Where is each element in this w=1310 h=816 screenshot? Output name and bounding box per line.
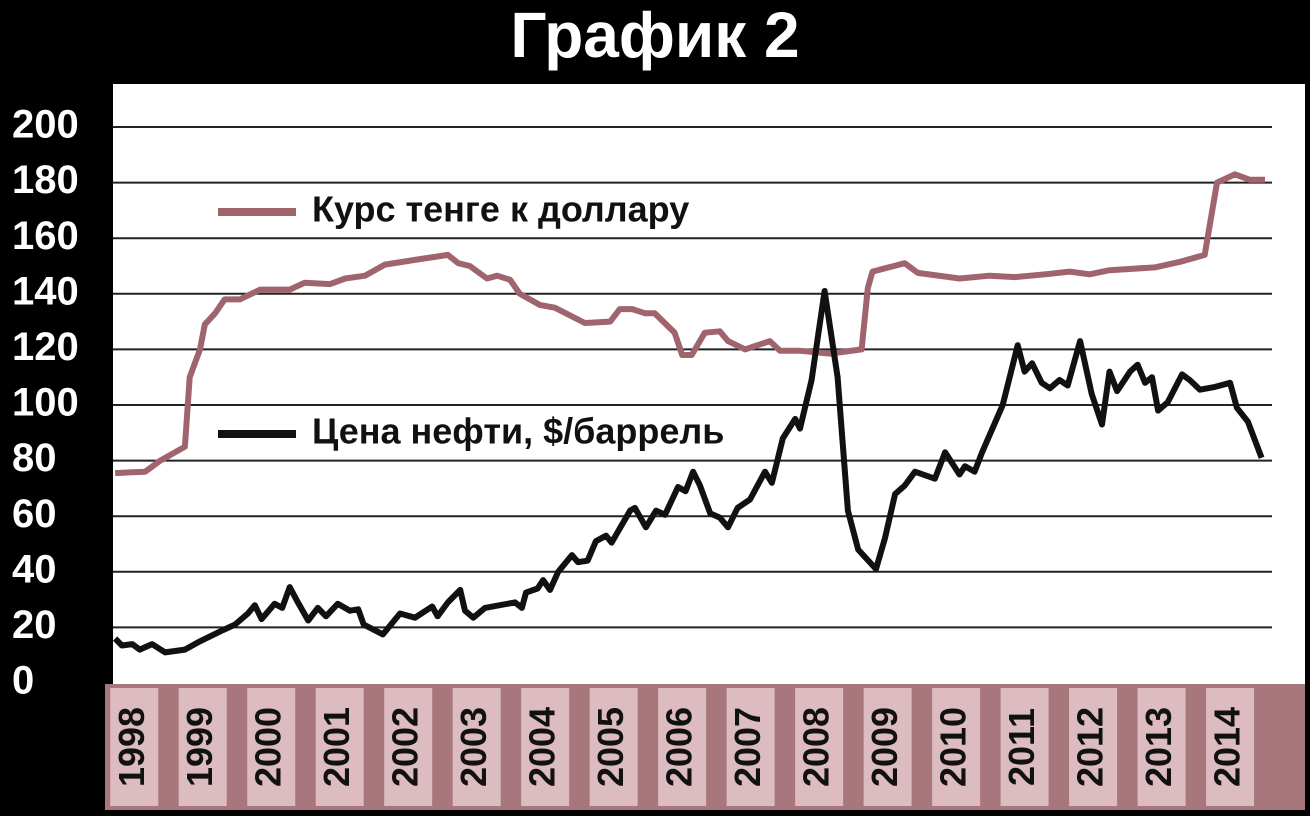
y-tick-label: 0 [12,659,34,703]
x-tick-label: 2007 [727,707,768,787]
x-tick-box [589,688,638,806]
x-tick-box [658,688,707,806]
grid [113,126,1272,629]
x-tick-label: 2012 [1070,707,1111,787]
x-tick-label: 1998 [111,707,152,787]
x-tick-box [1000,688,1049,806]
chart-title: График 2 [510,0,799,71]
x-tick-label: 2010 [933,707,974,787]
x-tick-label: 2013 [1138,707,1179,787]
x-tick-box [384,688,433,806]
x-tick-label: 2009 [864,707,905,787]
y-tick-label: 160 [12,214,79,258]
x-tick-box [795,688,844,806]
x-tick-box [932,688,981,806]
x-tick-box [315,688,364,806]
x-tick-box [452,688,501,806]
y-tick-label: 120 [12,325,79,369]
y-tick-label: 200 [12,103,79,147]
x-tick-box [1069,688,1118,806]
lines [112,171,1265,656]
x-tick-label: 2004 [522,707,563,787]
x-tick-label: 2005 [590,707,631,787]
x-tick-label: 2003 [453,707,494,787]
y-tick-label: 100 [12,381,79,425]
y-tick-label: 40 [12,547,57,591]
x-tick-box [863,688,912,806]
x-tick-label: 2002 [385,707,426,787]
x-tick-label: 2006 [659,707,700,787]
x-tick-label: 2001 [316,707,357,787]
x-tick-label: 2011 [1001,708,1042,786]
y-tick-label: 180 [12,158,79,202]
legend: Курс тенге к доллару Цена нефти, $/баррел… [218,189,724,452]
y-tick-label: 140 [12,269,79,313]
x-tick-label: 2014 [1207,707,1248,787]
x-tick-box [247,688,296,806]
y-tick-label: 20 [12,603,57,647]
x-tick-label: 2008 [796,707,837,787]
x-tick-box [178,688,227,806]
series-line [114,171,1265,477]
legend-label: Курс тенге к доллару [312,189,689,230]
x-tick-label: 1999 [179,707,220,787]
x-tick-box [1206,688,1255,806]
x-tick-box [726,688,775,806]
series-line [112,288,1265,656]
x-tick-box [110,688,159,806]
y-tick-label: 80 [12,436,57,480]
x-tick-box [521,688,570,806]
x-tick-label: 2000 [248,707,289,787]
y-tick-label: 60 [12,492,57,536]
legend-label: Цена нефти, $/баррель [312,411,724,452]
x-tick-box [1137,688,1186,806]
